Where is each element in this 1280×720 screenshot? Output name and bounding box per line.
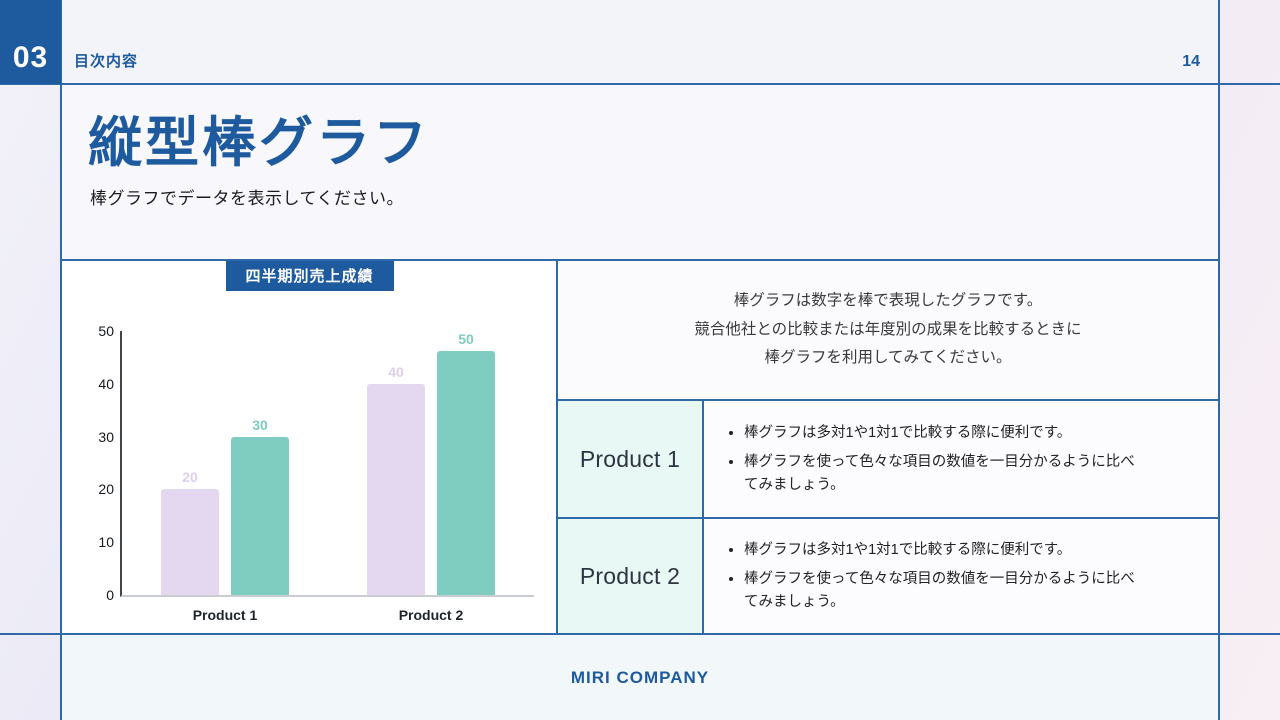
category-label: Product 1	[192, 607, 258, 623]
bullet-item: 棒グラフは多対1や1対1で比較する際に便利です。	[744, 539, 1136, 561]
company-name: MIRI COMPANY	[570, 667, 710, 687]
divider-row-1	[556, 399, 1220, 401]
bullet-item: 棒グラフは多対1や1対1で比較する際に便利です。	[744, 422, 1136, 444]
chart-title-badge: 四半期別売上成績	[225, 261, 394, 291]
bullet-item: 棒グラフを使って色々な項目の数値を一目分かるように比べてみましょう。	[744, 568, 1136, 613]
divider-row-2	[556, 517, 1220, 519]
y-axis-tick-label: 30	[98, 428, 114, 445]
bar	[231, 436, 289, 595]
header-label: 目次内容	[74, 53, 139, 70]
divider-content-top	[60, 259, 1220, 261]
product-1-label: Product 1	[579, 445, 681, 472]
y-axis-tick-label: 50	[98, 323, 114, 339]
divider-footer	[0, 633, 1280, 635]
bar-group: 20 30 Product 1	[122, 331, 328, 623]
description-line: 競合他社との比較または年度別の成果を比較するときに	[694, 320, 1082, 338]
chart-plot: 0 10 20 30 40 50 20 30 Product 1 40 50 Product 2	[98, 323, 534, 623]
bar-value-label: 20	[182, 469, 198, 486]
section-number-box: 03	[0, 0, 61, 84]
title-block: 縦型棒グラフ 棒グラフでデータを表示してください。	[62, 85, 1218, 259]
section-number: 03	[12, 41, 49, 74]
page-number: 14	[1182, 53, 1200, 70]
table-row-content-product-1: 棒グラフは多対1や1対1で比較する際に便利です。 棒グラフを使って色々な項目の数…	[704, 401, 1218, 517]
bar-value-label: 40	[388, 363, 404, 380]
chart-panel: 四半期別売上成績 0 10 20 30 40 50 20 30 Product 1 40 50 Pro…	[62, 261, 557, 634]
page-subtitle: 棒グラフでデータを表示してください。	[90, 188, 404, 208]
category-label: Product 2	[398, 607, 464, 623]
divider-chart-panel	[556, 259, 558, 635]
y-axis-tick-label: 10	[98, 534, 114, 551]
description-box: 棒グラフは数字を棒で表現したグラフです。 競合他社との比較または年度別の成果を比…	[558, 261, 1218, 399]
bar	[437, 351, 495, 595]
bar-value-label: 50	[458, 331, 474, 347]
bar-column: 40	[367, 331, 425, 595]
divider-header	[0, 83, 1280, 85]
divider-vertical-right	[1218, 0, 1220, 720]
bar-column: 50	[437, 331, 495, 595]
product-2-label: Product 2	[579, 562, 681, 589]
y-axis-tick-label: 0	[106, 587, 114, 603]
y-axis-tick-label: 20	[98, 481, 114, 498]
page-title: 縦型棒グラフ	[88, 113, 430, 173]
table-row-label-product-2: Product 2	[558, 519, 702, 633]
bar	[161, 489, 219, 595]
table-row-content-product-2: 棒グラフは多対1や1対1で比較する際に便利です。 棒グラフを使って色々な項目の数…	[704, 519, 1218, 633]
table-row-label-product-1: Product 1	[558, 401, 702, 517]
footer-band: MIRI COMPANY	[62, 635, 1218, 720]
bar-column: 30	[231, 331, 289, 595]
y-axis-tick-label: 40	[98, 375, 114, 392]
description-line: 棒グラフを利用してみてください。	[764, 349, 1012, 367]
divider-vertical-left	[60, 0, 62, 720]
bar-value-label: 30	[252, 416, 268, 433]
description-line: 棒グラフは数字を棒で表現したグラフです。	[733, 291, 1043, 309]
header-band: 目次内容 14	[62, 0, 1218, 84]
bullet-item: 棒グラフを使って色々な項目の数値を一目分かるように比べてみましょう。	[744, 451, 1136, 496]
bar-column: 20	[161, 331, 219, 595]
bar-group: 40 50 Product 2	[328, 331, 534, 623]
bar	[367, 383, 425, 595]
